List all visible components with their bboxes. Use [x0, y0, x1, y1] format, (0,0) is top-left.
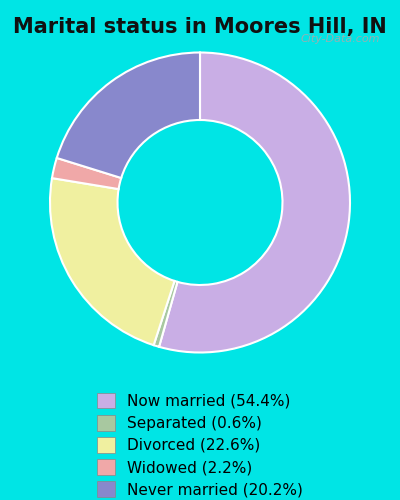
Wedge shape	[50, 178, 174, 345]
Text: City-Data.com: City-Data.com	[300, 34, 380, 44]
Text: Marital status in Moores Hill, IN: Marital status in Moores Hill, IN	[13, 18, 387, 38]
Legend: Now married (54.4%), Separated (0.6%), Divorced (22.6%), Widowed (2.2%), Never m: Now married (54.4%), Separated (0.6%), D…	[89, 385, 311, 500]
Wedge shape	[52, 158, 121, 189]
Wedge shape	[57, 52, 200, 178]
Wedge shape	[159, 52, 350, 352]
Wedge shape	[154, 281, 178, 347]
